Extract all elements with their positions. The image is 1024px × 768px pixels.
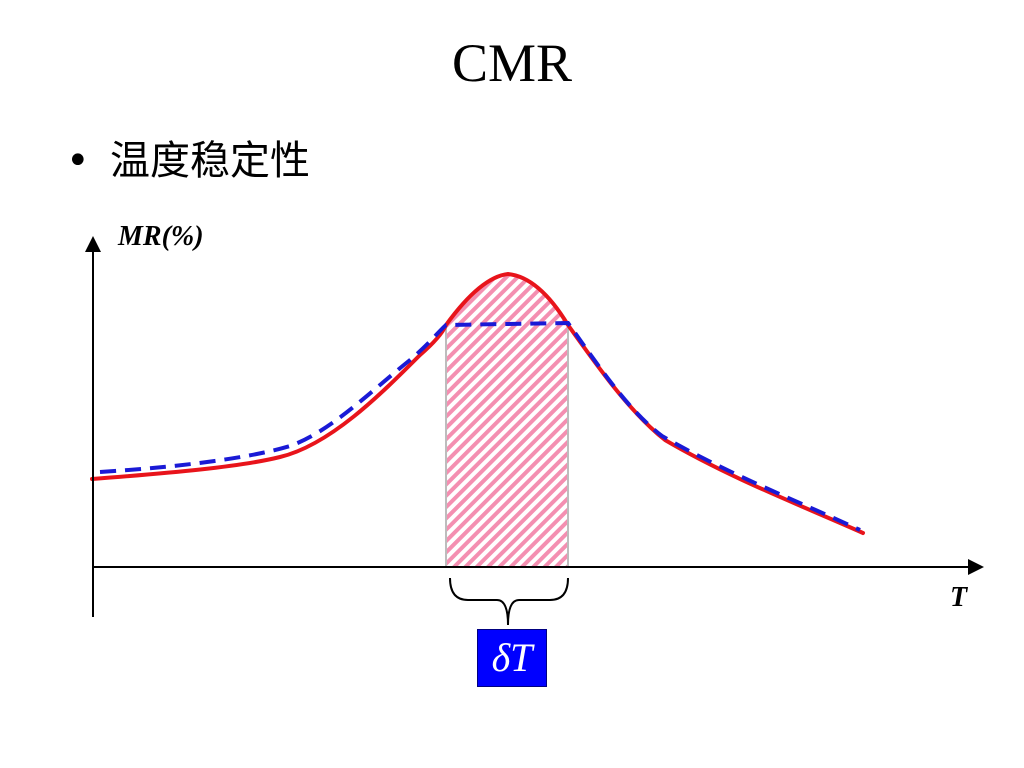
bullet-text: 温度稳定性 — [110, 138, 310, 184]
y-axis-label: MR(%) — [117, 221, 204, 252]
delta-t-brace — [449, 577, 569, 626]
dashed-mr-curve — [99, 320, 861, 532]
x-axis-label: T — [950, 582, 969, 613]
bullet-marker: • — [66, 138, 90, 184]
bullet-item: • 温度稳定性 — [66, 128, 310, 186]
slide-title: CMR — [451, 33, 573, 93]
delta-t-label: δT — [477, 629, 547, 687]
shaded-stability-region — [445, 272, 569, 568]
